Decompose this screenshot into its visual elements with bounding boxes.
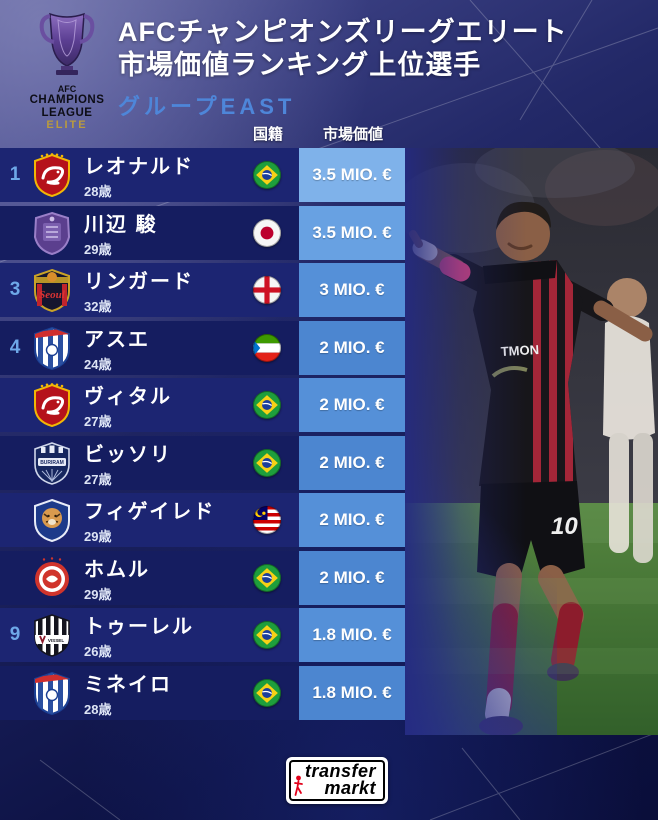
player-age: 29歳 — [84, 529, 112, 544]
svg-text:BURIRAM: BURIRAM — [40, 460, 64, 466]
player-age: 27歳 — [84, 471, 112, 487]
table-row: 4 アスエ 24歳 2 MIO. € — [0, 320, 405, 375]
logo-line1: CHAMPIONS — [29, 94, 105, 107]
flag-brazil-icon — [253, 391, 281, 419]
player-name: フィゲイレド — [84, 501, 216, 523]
player-name: レオナルド — [84, 156, 194, 178]
svg-text:Seoul: Seoul — [39, 289, 66, 301]
market-value-cell: 1.8 MIO. € — [299, 608, 405, 662]
player-info: ヴィタル 27歳 — [74, 380, 253, 430]
subtitle-group: グループEAST — [118, 93, 296, 119]
table-row: 川辺 駿 29歳 3.5 MIO. € — [0, 205, 405, 260]
page-title: АFCチャンピオンズリーグエリート 市場価値ランキング上位選手 グループEAST — [118, 16, 568, 121]
player-info: 川辺 駿 29歳 — [74, 208, 253, 258]
flag-japan-icon — [253, 218, 281, 247]
flag-malaysia-icon — [253, 506, 281, 534]
table-row: ヴィタル 27歳 2 MIO. € — [0, 378, 405, 432]
player-age: 28歳 — [84, 184, 112, 199]
player-info: ホムル 29歳 — [74, 553, 253, 603]
player-info: リンガード 32歳 — [74, 265, 253, 315]
column-header-nationality: 国籍 — [252, 126, 283, 143]
crest-shanghai-shenhua-icon — [30, 326, 74, 370]
crest-shanghai-shenhua-icon — [30, 671, 74, 715]
flag-equatorial-guinea-icon — [253, 333, 281, 362]
flag-england-icon — [253, 276, 281, 304]
market-value-cell: 2 MIO. € — [299, 493, 405, 547]
crest-sanfrecce-icon — [30, 211, 74, 255]
ranking-table: 1 レオナルド 28歳 3.5 MIO. € 川辺 駿 29歳 3.5 MIO.… — [0, 148, 405, 720]
transfermarkt-logo: transfer markt — [286, 757, 389, 805]
market-value-cell: 3 MIO. € — [299, 263, 405, 317]
table-row: 1 レオナルド 28歳 3.5 MIO. € — [0, 148, 405, 202]
table-row: 3 Seoul リンガード 32歳 3 MIO. € — [0, 263, 405, 317]
column-header-market-value: 市場価値 — [322, 126, 383, 143]
player-age: 29歳 — [84, 241, 112, 257]
trophy-icon — [39, 12, 95, 75]
player-age: 29歳 — [84, 586, 112, 602]
player-name: ヴィタル — [84, 386, 172, 408]
player-info: アスエ 24歳 — [74, 323, 253, 373]
market-value-cell: 2 MIO. € — [299, 378, 405, 432]
table-row: BURIRAM ビッソリ 27歳 2 MIO. € — [0, 435, 405, 490]
player-info: ビッソリ 27歳 — [74, 438, 253, 488]
player-age: 24歳 — [84, 356, 112, 372]
flag-brazil-icon — [253, 448, 281, 477]
player-age: 32歳 — [84, 299, 112, 314]
crest-buriram-icon: BURIRAM — [30, 441, 74, 485]
crest-chengdu-icon — [30, 556, 74, 600]
rank-number: 9 — [9, 624, 21, 645]
crest-shanghai-port-icon — [30, 383, 74, 427]
player-info: ミネイロ 28歳 — [74, 668, 253, 718]
player-age: 27歳 — [84, 414, 112, 429]
player-info: フィゲイレド 29歳 — [74, 495, 253, 545]
player-name: トゥーレル — [84, 616, 194, 638]
market-value-cell: 2 MIO. € — [299, 550, 405, 605]
crest-fc-seoul-icon: Seoul — [30, 268, 74, 312]
player-name: ビッソリ — [84, 443, 172, 466]
svg-text:VISSEL: VISSEL — [48, 638, 65, 643]
flag-brazil-icon — [253, 161, 281, 189]
flag-brazil-icon — [253, 621, 281, 649]
table-row: フィゲイレド 29歳 2 MIO. € — [0, 493, 405, 547]
flag-brazil-icon — [253, 563, 281, 592]
player-name: リンガード — [84, 271, 194, 293]
tournament-logo: AFC CHAMPIONS LEAGUE ELITE — [16, 8, 118, 131]
player-info: レオナルド 28歳 — [74, 150, 253, 200]
player-age: 28歳 — [84, 701, 112, 717]
rank-number: 1 — [9, 164, 21, 185]
transfermarkt-figure-icon — [294, 775, 303, 797]
title-line-2: 市場価値ランキング上位選手 — [118, 49, 482, 80]
tm-logo-line1: transfer — [305, 761, 377, 781]
logo-org: AFC — [57, 84, 77, 94]
logo-elite-badge: ELITE — [46, 118, 88, 131]
player-info: トゥーレル 26歳 — [74, 610, 253, 660]
crest-shanghai-port-icon — [30, 153, 74, 197]
player-age: 26歳 — [84, 644, 112, 659]
player-name: ホムル — [84, 558, 150, 581]
rank-number: 4 — [9, 336, 21, 358]
market-value-cell: 2 MIO. € — [299, 435, 405, 490]
photo-left-gradient — [405, 148, 658, 735]
crest-vissel-kobe-icon: VISSEL — [30, 613, 74, 657]
market-value-cell: 3.5 MIO. € — [299, 148, 405, 202]
market-value-cell: 3.5 MIO. € — [299, 205, 405, 260]
flag-brazil-icon — [253, 678, 281, 707]
table-row: ホムル 29歳 2 MIO. € — [0, 550, 405, 605]
table-row: 9 VISSEL トゥーレル 26歳 1.8 MIO. € — [0, 608, 405, 662]
logo-line2: LEAGUE — [41, 106, 93, 119]
player-name: アスエ — [84, 328, 150, 351]
market-value-cell: 1.8 MIO. € — [299, 665, 405, 720]
crest-jdt-icon — [30, 498, 74, 542]
rank-number: 3 — [9, 279, 21, 300]
tm-logo-line2: markt — [324, 778, 377, 799]
player-photo: TMON 10 — [405, 148, 658, 735]
player-name: 川辺 駿 — [84, 213, 158, 236]
player-name: ミネイロ — [84, 673, 172, 696]
market-value-cell: 2 MIO. € — [299, 320, 405, 375]
title-line-1: АFCチャンピオンズリーグエリート — [118, 17, 568, 47]
table-row: ミネイロ 28歳 1.8 MIO. € — [0, 665, 405, 720]
